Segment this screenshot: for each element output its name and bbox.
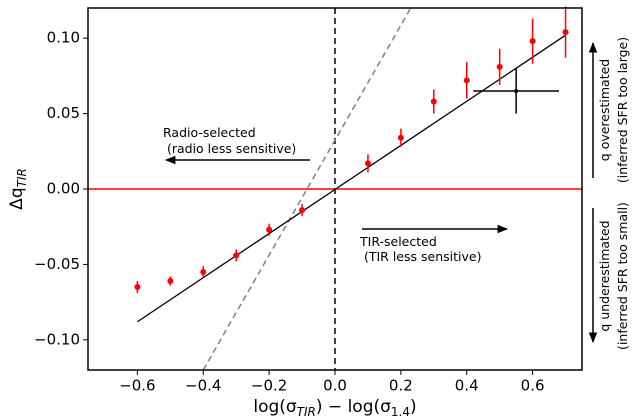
y-tick-label: −0.05	[34, 255, 80, 273]
x-axis-label: log(σTIR) − log(σ1.4)	[253, 397, 416, 419]
annotation: q overestimated	[597, 59, 612, 161]
data-point	[397, 134, 404, 141]
data-point	[233, 252, 240, 259]
x-tick-label: 0.4	[455, 377, 479, 395]
annotation: (TIR less sensitive)	[360, 249, 481, 264]
x-label-sub: 1.4	[391, 405, 410, 419]
y-label-part: Δq	[7, 187, 27, 209]
annotation: (inferred SFR too small)	[615, 202, 630, 350]
x-tick-label: 0.0	[323, 377, 347, 395]
annotation: TIR-selected	[359, 234, 437, 249]
plot-area	[88, 6, 582, 371]
x-tick-label: −0.4	[185, 377, 221, 395]
y-tick-label: 0.00	[47, 180, 80, 198]
x-label-part: ) − log(σ	[316, 397, 391, 417]
y-tick-label: 0.10	[47, 29, 80, 47]
x-tick-label: −0.6	[119, 377, 155, 395]
x-label-part: )	[410, 397, 417, 417]
data-point	[200, 268, 207, 275]
x-tick-label: −0.2	[251, 377, 287, 395]
data-point	[430, 98, 437, 105]
x-tick-label: 0.6	[521, 377, 545, 395]
x-label-part: log(σ	[253, 397, 297, 417]
y-axis-label: ΔqTIR	[7, 168, 29, 210]
data-point	[266, 226, 273, 233]
annotation: (inferred SFR too large)	[615, 37, 630, 183]
y-tick-label: −0.10	[34, 330, 80, 348]
data-point	[529, 38, 536, 45]
data-point	[496, 63, 503, 70]
annotation: q underestimated	[597, 220, 612, 331]
mean-point	[514, 88, 519, 93]
x-tick-label: 0.2	[389, 377, 413, 395]
x-label-sub: TIR	[297, 405, 316, 419]
data-point	[562, 29, 569, 36]
data-point	[299, 207, 306, 214]
data-point	[134, 284, 141, 291]
annotation: Radio-selected	[163, 125, 256, 140]
data-point	[463, 77, 470, 84]
data-point	[167, 278, 174, 285]
y-tick-label: 0.05	[47, 104, 80, 122]
data-point	[364, 160, 371, 167]
annotation: (radio less sensitive)	[163, 141, 296, 156]
fit-line	[137, 34, 566, 323]
y-label-sub: TIR	[15, 168, 29, 187]
